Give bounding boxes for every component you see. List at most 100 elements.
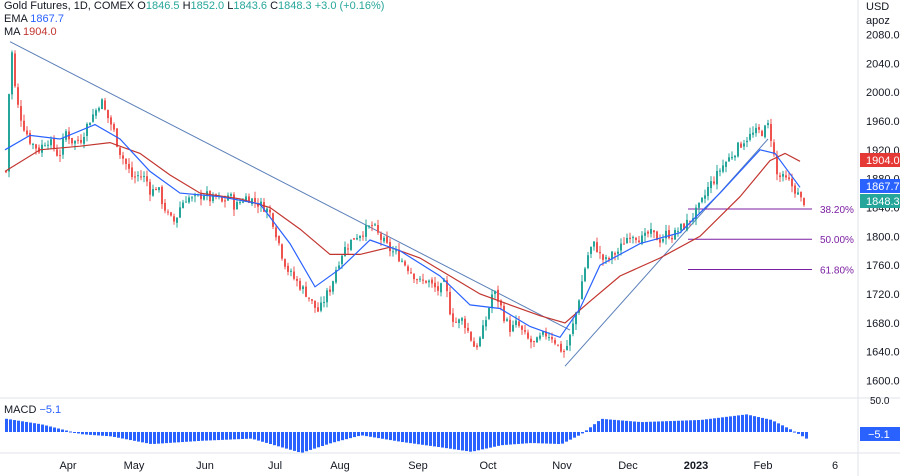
price-tag-text-close: 1848.3 [866,196,900,208]
candle-up [323,302,325,304]
candle-down [758,127,760,130]
macd-bar [613,419,616,432]
macd-bar [753,416,756,432]
ema-value: 1867.7 [30,13,64,25]
macd-bar [41,424,44,432]
candle-down [785,175,787,178]
macd-bar [537,432,540,444]
candle-up [320,302,322,311]
macd-bar [165,432,168,444]
macd-bar [33,423,36,432]
macd-bar [57,428,60,432]
macd-bar [657,421,660,432]
macd-bar [485,432,488,449]
y-tick-label: 1760.0 [866,260,900,272]
candle-down [77,139,79,141]
candle-up [719,170,721,172]
macd-bar [493,432,496,447]
ma-line [4,141,801,324]
macd-bar [233,432,236,440]
price-tag-ema [860,179,900,193]
candle-up [782,173,784,177]
candle-up [392,251,394,253]
macd-bar [721,417,724,432]
candle-up [101,99,103,110]
candle-down [614,253,616,255]
candle-down [308,297,310,299]
candle-down [71,137,73,144]
macd-bar [201,432,204,441]
macd-bar [321,432,324,446]
macd-bar [717,417,720,432]
candle-up [644,232,646,236]
macd-tag [860,427,900,441]
macd-bar [225,432,228,440]
candle-up [95,110,97,116]
candle-up [356,237,358,240]
macd-bar [581,432,584,434]
candle-up [8,94,10,172]
macd-bar [561,432,564,444]
candle-down [800,191,802,198]
candle-down [608,258,610,260]
candle-up [488,307,490,319]
candle-down [452,313,454,322]
x-tick-label: Aug [330,460,350,472]
macd-bar [65,430,68,432]
candle-up [680,223,682,231]
macd-legend[interactable]: MACD −5.1 [4,404,61,416]
macd-bar [653,421,656,432]
legend-ema-row[interactable]: EMA 1867.7 [4,13,384,26]
candle-down [398,249,400,262]
macd-bar [705,419,708,432]
y-tick-label: 1640.0 [866,347,900,359]
candle-down [623,243,625,245]
macd-bar [289,432,292,450]
candle-up [728,157,730,162]
candle-down [362,235,364,237]
candle-up [548,337,550,339]
low-label: L [227,0,234,12]
macd-bar [449,432,452,449]
macd-bar [765,418,768,432]
candle-down [455,321,457,323]
candle-down [170,212,172,216]
macd-bar [629,421,632,432]
macd-bar [385,432,388,440]
candle-up [152,189,154,196]
macd-bar [709,418,712,432]
candle-up [512,324,514,332]
macd-bar [601,418,604,432]
candle-down [20,106,22,121]
macd-bar [405,432,408,443]
candle-down [635,237,637,241]
y-tick-label: 2040.0 [866,58,900,70]
candle-down [773,142,775,155]
candle-down [473,341,475,347]
candle-down [248,196,250,203]
candle-down [518,321,520,326]
candle-up [11,52,13,95]
candle-up [302,286,304,290]
macd-bar [605,419,608,432]
macd-bar [441,432,444,448]
time-axis[interactable]: Apr May Jun Jul Aug Sep Oct Nov Dec 2023 Feb 6 [59,460,838,472]
candle-up [239,201,241,203]
candle-up [176,217,178,223]
candle-up [605,257,607,259]
macd-bar [177,432,180,443]
candle-up [458,319,460,323]
legend-ma-row[interactable]: MA 1904.0 [4,26,384,39]
macd-bar [369,432,372,437]
macd-bar [273,432,276,446]
macd-bar [37,423,40,432]
candle-up [440,283,442,293]
macd-bar [401,432,404,443]
macd-bar [293,432,296,451]
candle-down [500,300,502,306]
candle-down [110,117,112,125]
candle-up [137,175,139,177]
macd-bar [533,432,536,444]
ma-value: 1904.0 [22,26,57,38]
